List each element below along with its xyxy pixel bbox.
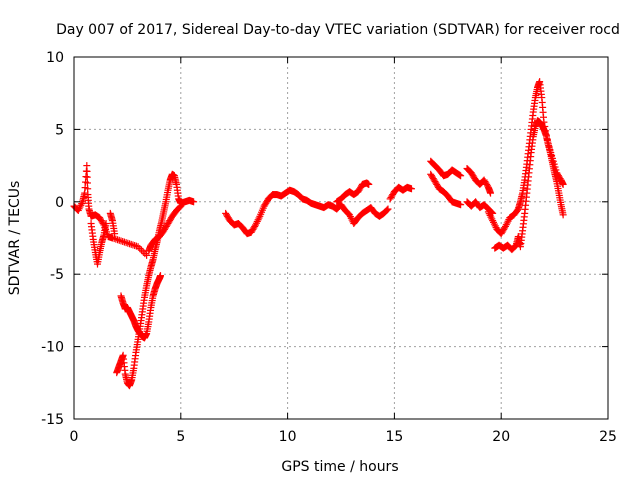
data-points xyxy=(70,78,567,390)
data-point xyxy=(139,248,147,256)
data-point xyxy=(559,180,567,188)
y-tick-label: -10 xyxy=(41,340,64,356)
data-point xyxy=(457,172,465,180)
y-axis-label: SDTVAR / TECUs xyxy=(7,181,23,296)
y-tick-label: -5 xyxy=(50,267,64,283)
y-tick-label: 0 xyxy=(55,195,64,211)
data-point xyxy=(487,189,495,197)
x-tick-labels: 0 5 10 15 20 25 xyxy=(70,429,617,445)
x-tick-label: 15 xyxy=(385,429,403,445)
data-point xyxy=(559,211,567,219)
x-tick-label: 20 xyxy=(492,429,510,445)
data-point xyxy=(383,206,391,214)
data-point xyxy=(501,224,509,232)
data-point xyxy=(407,185,415,193)
data-point xyxy=(457,201,465,209)
y-tick-labels: -15 -10 -5 0 5 10 xyxy=(41,50,64,428)
x-axis-label: GPS time / hours xyxy=(281,459,398,475)
data-point xyxy=(177,202,185,210)
data-point xyxy=(111,230,119,238)
axis-ticks xyxy=(73,56,609,420)
plot-frame xyxy=(73,56,609,420)
x-tick-label: 25 xyxy=(599,429,617,445)
data-point xyxy=(102,220,110,228)
data-point xyxy=(143,251,151,259)
data-point xyxy=(137,246,145,254)
x-tick-label: 5 xyxy=(176,429,185,445)
x-tick-label: 0 xyxy=(70,429,79,445)
data-point xyxy=(157,272,165,280)
x-tick-label: 10 xyxy=(279,429,297,445)
y-tick-label: -15 xyxy=(41,412,64,428)
data-point xyxy=(365,180,373,188)
data-point xyxy=(384,205,392,213)
data-point xyxy=(134,243,142,251)
data-point xyxy=(176,203,184,211)
data-point xyxy=(190,198,198,206)
y-tick-label: 10 xyxy=(46,50,64,66)
y-tick-label: 5 xyxy=(55,122,64,138)
chart-title: Day 007 of 2017, Sidereal Day-to-day VTE… xyxy=(56,22,620,38)
data-point xyxy=(251,222,259,230)
